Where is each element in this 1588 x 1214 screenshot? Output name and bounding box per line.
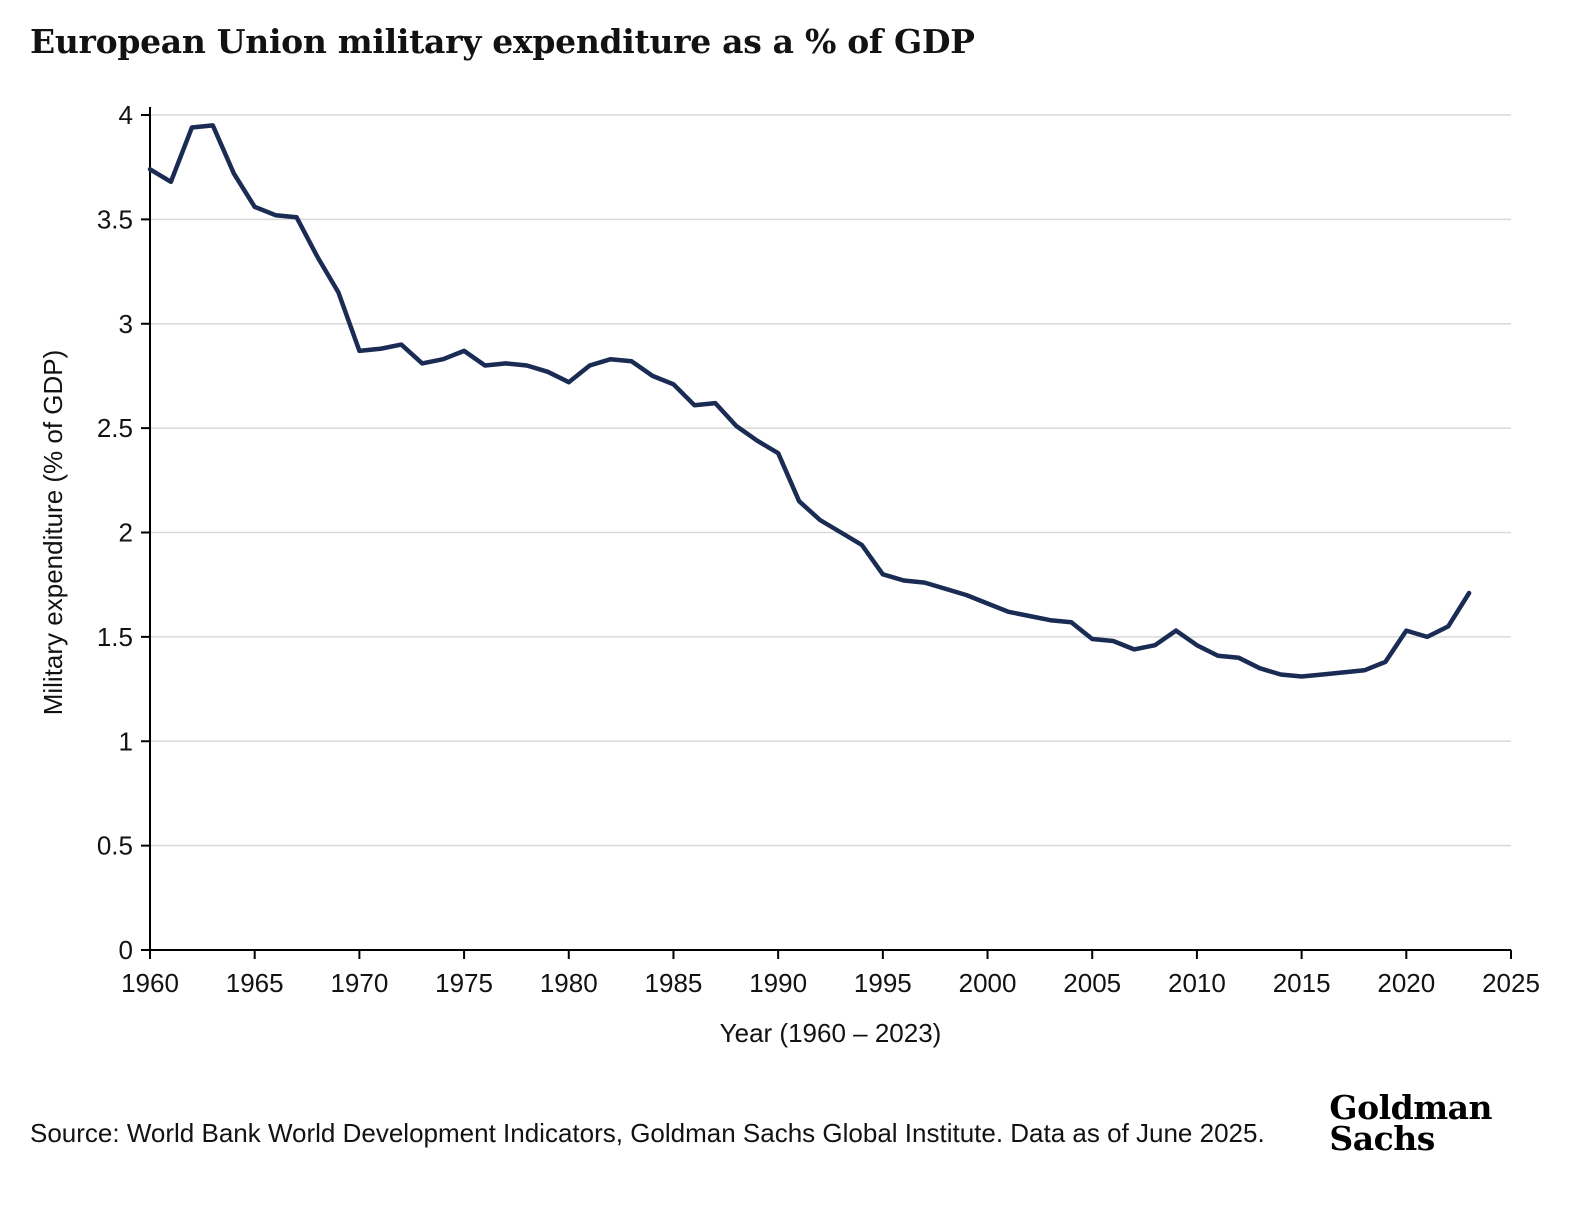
goldman-sachs-logo: Goldman Sachs — [1329, 1088, 1492, 1159]
x-tick-label: 2000 — [959, 968, 1017, 998]
y-axis-label: Military expenditure (% of GDP) — [38, 350, 68, 716]
y-tick-label: 2.5 — [97, 413, 133, 443]
y-tick-label: 2 — [119, 518, 133, 548]
source-note: Source: World Bank World Development Ind… — [30, 1118, 1265, 1148]
x-tick-label: 2010 — [1168, 968, 1226, 998]
y-tick-label: 1 — [119, 726, 133, 756]
x-tick-label: 2025 — [1482, 968, 1540, 998]
chart-title: European Union military expenditure as a… — [30, 22, 975, 61]
x-axis-label: Year (1960 – 2023) — [720, 1018, 942, 1048]
logo-line-2: Sachs — [1329, 1119, 1435, 1159]
series-line — [147, 123, 1472, 679]
y-tick-label: 1.5 — [97, 622, 133, 652]
x-tick-label: 1980 — [540, 968, 598, 998]
y-tick-label: 4 — [119, 100, 133, 130]
x-tick-label: 2015 — [1273, 968, 1331, 998]
y-tick-label: 0 — [119, 935, 133, 965]
x-tick-label: 2005 — [1063, 968, 1121, 998]
x-tick-label: 1960 — [121, 968, 179, 998]
logo-line-1: Goldman — [1329, 1088, 1492, 1127]
x-tick-label: 2020 — [1377, 968, 1435, 998]
x-tick-label: 1985 — [645, 968, 703, 998]
line-chart: 0 0.5 1 1.5 2 2.5 3 3.5 4 1960 1965 1970 1975 1980 198… — [38, 100, 1540, 1048]
y-tick-label: 3.5 — [97, 204, 133, 234]
x-tick-label: 1990 — [749, 968, 807, 998]
x-tick-label: 1995 — [854, 968, 912, 998]
y-tick-label: 3 — [119, 309, 133, 339]
x-tick-label: 1975 — [435, 968, 493, 998]
x-tick-label: 1970 — [330, 968, 388, 998]
x-tick-label: 1965 — [226, 968, 284, 998]
y-tick-label: 0.5 — [97, 831, 133, 861]
